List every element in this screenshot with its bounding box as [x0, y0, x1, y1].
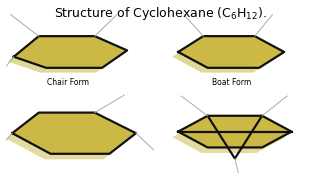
Text: Boat Form: Boat Form	[212, 78, 251, 87]
Polygon shape	[14, 36, 127, 68]
Polygon shape	[172, 41, 278, 73]
Polygon shape	[178, 36, 284, 68]
Polygon shape	[172, 121, 286, 153]
Polygon shape	[8, 41, 121, 73]
Polygon shape	[12, 113, 136, 154]
Polygon shape	[178, 116, 292, 147]
Polygon shape	[6, 118, 130, 159]
Text: Chair Form: Chair Form	[47, 78, 89, 87]
Text: Structure of Cyclohexane (C$_6$H$_{12}$).: Structure of Cyclohexane (C$_6$H$_{12}$)…	[53, 5, 267, 22]
